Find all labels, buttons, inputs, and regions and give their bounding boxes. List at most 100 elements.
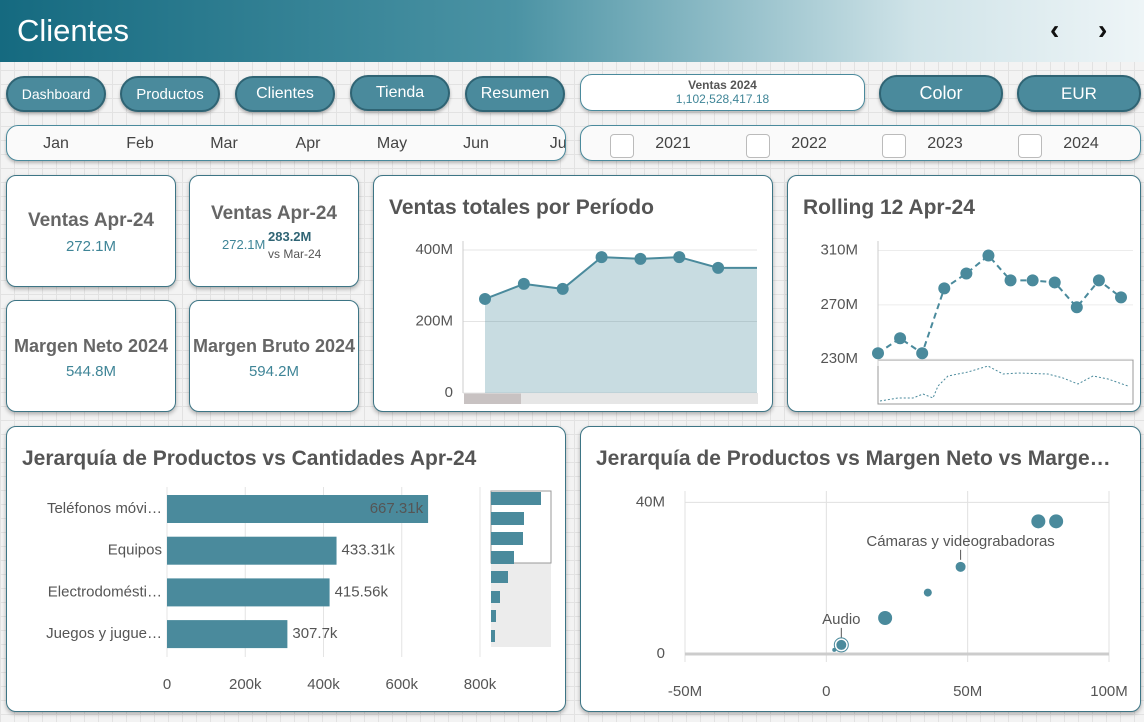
checkbox[interactable] xyxy=(882,134,906,158)
card-value: 272.1M xyxy=(65,238,117,255)
point xyxy=(1004,274,1017,287)
x-tick-label: 800k xyxy=(464,676,497,693)
month-option[interactable]: Mar xyxy=(210,135,238,152)
point xyxy=(960,267,973,280)
x-tick-label: 100M xyxy=(1090,683,1128,700)
scroll-thumb[interactable] xyxy=(464,393,521,404)
y-tick-label: 40M xyxy=(636,493,665,510)
x-tick-label: 400k xyxy=(307,676,340,693)
bar xyxy=(167,495,429,523)
scrollbar[interactable] xyxy=(464,393,758,404)
chart-title: Jerarquía de Productos vs Margen Neto vs… xyxy=(596,447,1111,470)
point xyxy=(712,261,725,274)
checkbox[interactable] xyxy=(1018,134,1042,158)
nav-button[interactable]: Tienda xyxy=(350,75,450,111)
year-option[interactable]: 2024 xyxy=(1063,135,1099,152)
page-title: Clientes xyxy=(17,13,129,48)
month-option[interactable]: Jan xyxy=(43,135,69,152)
point xyxy=(1115,291,1127,304)
year-option[interactable]: 2021 xyxy=(655,135,691,152)
month-option[interactable]: Jun xyxy=(463,135,489,152)
kpi-card: Ventas Apr-24 272.1M 283.2M vs Mar-24 xyxy=(189,175,359,287)
color-button[interactable]: Color xyxy=(879,75,1003,112)
year-option[interactable]: 2022 xyxy=(791,135,827,152)
navigator-line xyxy=(879,365,1129,402)
checkbox[interactable] xyxy=(610,134,634,158)
chart-panel: 230M 270M 310M Rolling 12 Apr-24 xyxy=(787,175,1141,412)
bar xyxy=(167,620,288,649)
month-option[interactable]: Jul xyxy=(549,135,566,152)
point xyxy=(1049,514,1064,529)
point xyxy=(634,252,647,265)
y-tick-label: 0 xyxy=(445,384,453,401)
area xyxy=(485,257,757,393)
y-tick-label: 0 xyxy=(657,645,665,662)
card-title: Ventas Apr-24 xyxy=(210,203,337,224)
month-option[interactable]: Feb xyxy=(126,135,154,152)
nav-button[interactable]: Resumen xyxy=(465,76,565,112)
point xyxy=(832,647,837,652)
chart: 0 200k 400k 600k 800k Teléfonos móvi… 667.31k E… xyxy=(46,487,552,693)
nav-button[interactable]: Clientes xyxy=(235,76,335,112)
card-title: Margen Bruto 2024 xyxy=(192,336,356,356)
y-tick-label: 310M xyxy=(820,241,858,258)
value-label: 667.31k xyxy=(370,500,424,517)
nav-button[interactable]: Productos xyxy=(120,76,220,112)
chart: 0 200M 400M xyxy=(415,241,758,404)
month-option[interactable]: Apr xyxy=(295,135,321,152)
year-option[interactable]: 2023 xyxy=(927,135,963,152)
point xyxy=(479,292,491,305)
month-option[interactable]: May xyxy=(376,135,408,152)
card-compare-label: vs Mar-24 xyxy=(268,247,322,261)
kpi-card: Margen Bruto 2024 594.2M xyxy=(189,300,359,412)
card-value: 272.1M xyxy=(222,237,266,252)
chart-panel: 0 200M 400M Ventas totales por Período xyxy=(373,175,773,412)
next-button[interactable]: › xyxy=(1098,14,1108,45)
value-label: 433.31k xyxy=(342,542,396,559)
x-tick-label: 200k xyxy=(229,676,262,693)
point xyxy=(938,282,951,295)
chart-title: Rolling 12 Apr-24 xyxy=(803,196,975,219)
point xyxy=(1048,276,1061,289)
category-label: Equipos xyxy=(108,542,162,559)
y-tick-label: 400M xyxy=(415,241,453,258)
card-compare: 283.2M xyxy=(268,229,312,244)
header: Clientes ‹ › xyxy=(0,0,1144,62)
month-filter: Jan Feb Mar Apr May Jun Jul xyxy=(6,125,566,161)
navigator[interactable] xyxy=(877,359,1134,405)
prev-button[interactable]: ‹ xyxy=(1050,14,1060,45)
year-filter: 2021 2022 2023 2024 xyxy=(580,125,1141,161)
point xyxy=(517,277,530,290)
x-tick-label: 0 xyxy=(822,683,830,700)
x-tick-label: 600k xyxy=(385,676,418,693)
nav-button[interactable]: Dashboard xyxy=(6,76,106,112)
point xyxy=(1026,274,1039,287)
point xyxy=(894,332,907,345)
x-tick-label: 0 xyxy=(163,676,171,693)
point xyxy=(595,251,608,264)
point xyxy=(955,561,966,572)
point xyxy=(836,639,847,650)
point xyxy=(1092,274,1105,287)
chart-title: Jerarquía de Productos vs Cantidades Apr… xyxy=(22,447,477,470)
card-value: 544.8M xyxy=(65,363,117,380)
currency-button[interactable]: EUR xyxy=(1017,75,1141,112)
point xyxy=(673,251,686,264)
chart: -50M 0 50M 100M 0 40M Cámaras y videograbadora… xyxy=(636,491,1128,700)
card-title: Ventas Apr-24 xyxy=(27,210,154,231)
overview-bars xyxy=(491,492,541,642)
line xyxy=(484,256,757,300)
point-label: Audio xyxy=(822,611,860,628)
chart-panel: -50M 0 50M 100M 0 40M Cámaras y videograbadora… xyxy=(580,426,1141,712)
point xyxy=(982,249,995,262)
value-label: 307.7k xyxy=(292,625,338,642)
point xyxy=(916,347,929,360)
category-label: Electrodomésti… xyxy=(48,583,162,600)
checkbox[interactable] xyxy=(746,134,770,158)
category-label: Teléfonos móvi… xyxy=(47,500,162,517)
y-tick-label: 270M xyxy=(820,296,858,313)
point xyxy=(872,347,884,360)
kpi-card: Ventas Apr-24 272.1M xyxy=(6,175,176,287)
chart-title: Ventas totales por Período xyxy=(389,196,654,219)
bar xyxy=(167,536,337,565)
